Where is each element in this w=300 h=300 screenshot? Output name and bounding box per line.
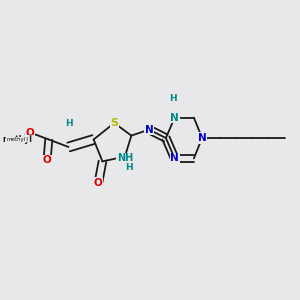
Text: H: H — [169, 94, 177, 103]
Text: methyl: methyl — [7, 137, 28, 142]
Text: O: O — [26, 128, 34, 138]
Text: O: O — [94, 178, 103, 188]
Text: S: S — [110, 118, 118, 128]
Text: N: N — [170, 153, 179, 164]
Text: N: N — [145, 124, 153, 135]
Text: NH: NH — [117, 153, 133, 164]
Text: H: H — [65, 118, 72, 127]
Text: N: N — [198, 133, 206, 143]
Text: N: N — [170, 112, 179, 123]
Text: O: O — [43, 155, 51, 165]
Text: methyl: methyl — [3, 135, 32, 144]
Text: methyl: methyl — [15, 139, 20, 140]
Text: methyl: methyl — [7, 137, 26, 142]
Text: H: H — [125, 163, 133, 172]
